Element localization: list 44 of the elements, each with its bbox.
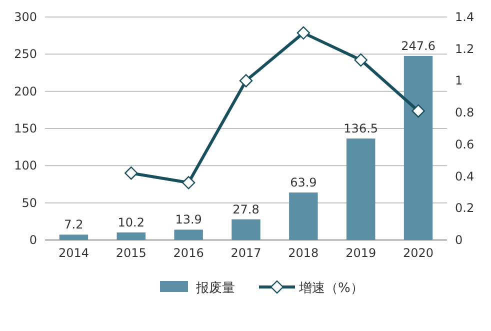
y2-tick-label: 0.2 [455,201,474,216]
data-label: 136.5 [344,122,378,136]
data-label: 63.9 [290,176,317,190]
y2-tick-label: 1.4 [455,10,474,24]
y-tick-label: 300 [14,10,37,24]
bar [289,192,318,240]
bar [174,230,203,240]
y2-tick-label: 0.4 [455,169,474,184]
point [354,53,368,67]
y-tick-label: 100 [14,158,37,173]
data-label: 7.2 [64,218,84,232]
point [296,26,310,40]
legend-label: 增速（%） [298,281,364,296]
y2-tick-label: 1 [455,74,463,88]
x-tick-label: 2018 [288,246,319,260]
x-tick-label: 2014 [58,246,89,260]
y2-tick-label: 0.6 [455,137,474,152]
data-label: 247.6 [401,38,436,53]
x-tick-label: 2020 [403,246,434,260]
y-tick-label: 50 [22,196,37,210]
legend-label: 报废量 [195,281,235,296]
bar [59,234,88,240]
y-tick-label: 200 [14,84,37,98]
x-tick-label: 2019 [346,246,376,260]
point [239,74,253,88]
bar [346,138,376,240]
x-tick-label: 2016 [173,246,204,260]
y-tick-label: 150 [14,122,37,136]
y2-tick-label: 1.2 [455,42,474,56]
bar [116,232,146,240]
data-label: 13.9 [175,212,202,227]
bar [232,219,260,240]
bar [404,56,433,240]
y-tick-label: 0 [29,233,37,247]
data-label: 27.8 [232,202,260,216]
point [182,176,196,190]
point [124,166,138,180]
y-tick-label: 250 [14,47,37,62]
data-label: 10.2 [118,215,144,230]
x-tick-label: 2015 [116,246,146,260]
y2-tick-label: 0.8 [455,106,474,120]
x-tick-label: 2017 [230,246,262,260]
point [412,104,425,118]
y2-tick-label: 0 [455,233,463,247]
